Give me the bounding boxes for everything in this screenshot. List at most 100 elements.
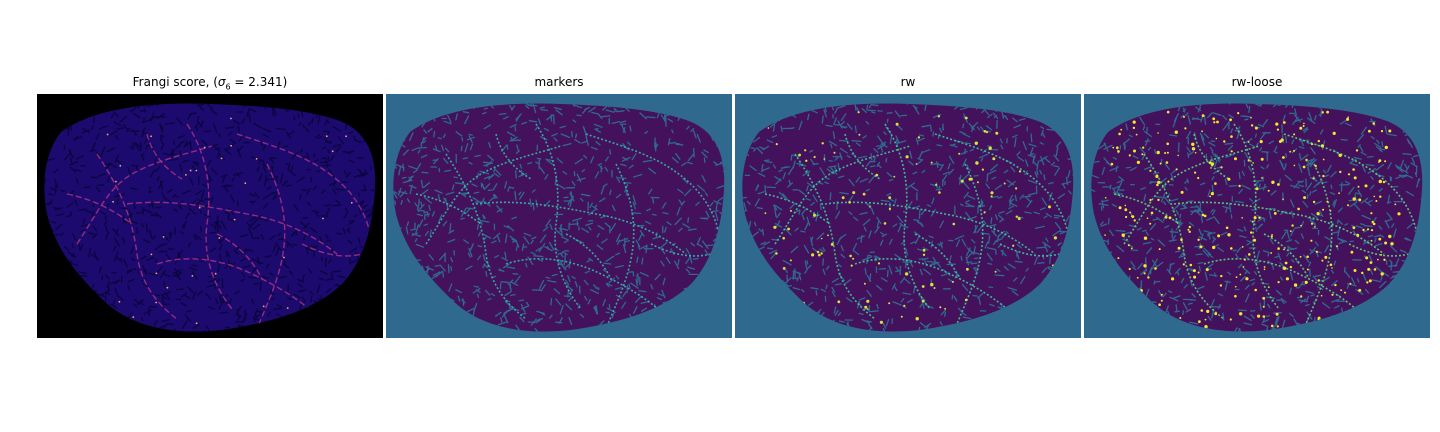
highlight-pixel: [1252, 162, 1254, 164]
highlight-pixel: [1299, 255, 1302, 258]
vessel-segment: [1305, 163, 1333, 325]
highlight-pixel: [1293, 133, 1296, 136]
highlight-pixel: [905, 155, 909, 159]
vessel-segment: [844, 133, 881, 180]
highlight-pixel: [862, 192, 866, 196]
vessel-segment: [301, 243, 363, 257]
highlight-pixel: [1177, 246, 1181, 250]
highlight-pixel: [1154, 267, 1157, 270]
highlight-pixel: [1350, 250, 1354, 254]
highlight-pixel: [1110, 162, 1114, 166]
highlight-pixel: [841, 196, 845, 200]
highlight-pixel: [964, 116, 968, 120]
highlight-pixel: [1317, 279, 1320, 282]
highlight-pixel: [195, 169, 198, 172]
highlight-pixel: [917, 136, 921, 139]
highlight-pixel: [1322, 174, 1325, 178]
vessel-segment: [956, 163, 984, 325]
highlight-pixel: [900, 315, 903, 318]
vessel-segment: [824, 201, 1036, 255]
vessel-network: [59, 117, 370, 327]
highlight-pixel: [883, 222, 887, 225]
highlight-pixel: [1128, 267, 1131, 271]
highlight-pixel: [1209, 195, 1211, 198]
highlight-pixel: [1259, 140, 1263, 144]
highlight-pixel: [1135, 133, 1138, 136]
highlight-pixel: [1242, 266, 1245, 268]
highlight-pixel: [1227, 233, 1231, 237]
highlight-pixel: [1132, 120, 1136, 124]
highlight-pixel: [1258, 216, 1261, 219]
highlight-pixel: [1017, 217, 1021, 221]
vessel-segment: [505, 258, 667, 317]
highlight-pixel: [1239, 312, 1243, 316]
highlight-pixel: [922, 248, 926, 252]
highlight-pixel: [1214, 182, 1217, 185]
highlight-pixel: [1250, 124, 1254, 127]
highlight-pixel: [1302, 165, 1306, 169]
highlight-pixel: [1125, 215, 1128, 219]
highlight-pixel: [879, 320, 883, 324]
highlight-pixel: [1282, 198, 1284, 200]
highlight-pixel: [1270, 235, 1273, 238]
highlight-pixel: [1206, 309, 1210, 313]
highlight-pixel: [1366, 281, 1369, 284]
highlight-pixel: [1175, 168, 1178, 171]
highlight-pixel: [1326, 200, 1329, 203]
highlight-pixel: [992, 157, 996, 161]
highlight-pixel: [811, 253, 815, 257]
highlight-pixel: [850, 264, 853, 267]
highlight-pixel: [325, 135, 328, 138]
highlight-pixel: [230, 117, 232, 120]
highlight-pixel: [1132, 126, 1136, 130]
highlight-pixel: [816, 250, 820, 254]
vessel-segment: [445, 153, 527, 320]
vessel-segment: [774, 145, 911, 245]
highlight-pixel: [1193, 275, 1197, 279]
highlight-pixel: [888, 302, 891, 305]
highlight-pixel: [1388, 129, 1392, 133]
highlight-pixel: [1262, 315, 1266, 318]
highlight-pixel: [1191, 147, 1196, 151]
highlight-pixel: [1293, 283, 1298, 287]
highlight-pixel: [1183, 115, 1185, 118]
highlight-pixel: [1141, 153, 1144, 156]
highlight-pixel: [1128, 154, 1131, 157]
highlight-pixel: [1015, 187, 1018, 190]
highlight-pixel: [1331, 293, 1334, 296]
highlight-pixel: [1210, 192, 1214, 196]
highlight-pixel: [1229, 318, 1232, 321]
highlight-pixel: [1356, 233, 1360, 237]
highlight-pixel: [1217, 234, 1221, 238]
highlight-pixel: [915, 163, 918, 165]
highlight-pixel: [782, 236, 785, 240]
highlight-pixel: [1160, 293, 1163, 296]
highlight-pixel: [1048, 205, 1051, 209]
rw-image: [735, 94, 1081, 338]
highlight-pixel: [322, 217, 324, 220]
highlight-pixel: [1380, 130, 1384, 133]
highlight-pixel: [1142, 146, 1145, 149]
highlight-pixel: [1267, 189, 1270, 192]
highlight-pixel: [1116, 146, 1119, 149]
highlight-pixel: [1188, 230, 1191, 233]
highlight-pixel: [937, 115, 941, 118]
highlight-pixel: [1347, 173, 1351, 176]
highlight-pixel: [1180, 238, 1183, 242]
highlight-pixel: [286, 307, 289, 309]
highlight-pixel: [895, 122, 899, 126]
highlight-pixel: [1179, 317, 1182, 319]
highlight-pixel: [790, 209, 792, 212]
highlight-pixel: [1157, 132, 1159, 134]
highlight-pixel: [804, 149, 807, 152]
highlight-pixel: [350, 201, 353, 204]
vessel-segment: [884, 123, 931, 310]
highlight-pixel: [1282, 266, 1287, 270]
highlight-pixel: [1353, 269, 1357, 272]
highlight-pixel: [1378, 237, 1382, 241]
vessel-segment: [1123, 145, 1260, 245]
highlight-pixel: [1124, 204, 1127, 207]
highlight-pixel: [1273, 212, 1277, 215]
highlight-pixel: [189, 169, 192, 172]
highlight-pixel: [150, 253, 153, 256]
